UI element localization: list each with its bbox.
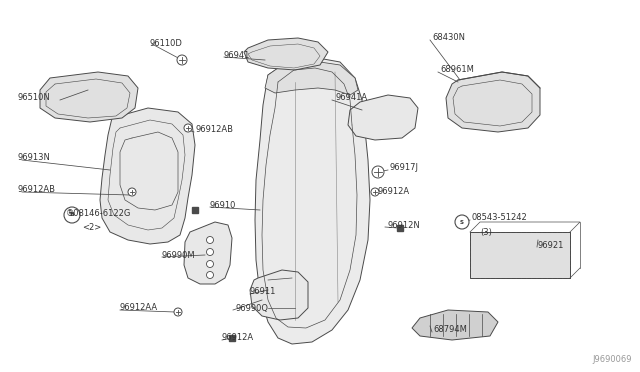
- Text: 96911: 96911: [250, 286, 276, 295]
- Text: 96912N: 96912N: [387, 221, 420, 230]
- Text: 08543-51242: 08543-51242: [472, 214, 528, 222]
- Polygon shape: [412, 310, 498, 340]
- Text: 68794M: 68794M: [433, 326, 467, 334]
- Circle shape: [371, 188, 379, 196]
- Circle shape: [207, 260, 214, 267]
- Polygon shape: [244, 38, 328, 70]
- Text: 96912AB: 96912AB: [18, 186, 56, 195]
- Polygon shape: [255, 58, 370, 344]
- Text: B: B: [70, 212, 74, 218]
- Text: <2>: <2>: [82, 222, 101, 231]
- Text: 96913N: 96913N: [18, 154, 51, 163]
- Circle shape: [372, 166, 384, 178]
- Circle shape: [64, 207, 80, 223]
- Polygon shape: [100, 108, 195, 244]
- Polygon shape: [348, 95, 418, 140]
- Polygon shape: [470, 232, 570, 278]
- Polygon shape: [250, 270, 308, 320]
- Circle shape: [174, 308, 182, 316]
- Circle shape: [207, 248, 214, 256]
- Text: 96917J: 96917J: [390, 164, 419, 173]
- Text: 68430N: 68430N: [432, 33, 465, 42]
- Polygon shape: [40, 72, 138, 122]
- Circle shape: [455, 215, 469, 229]
- Polygon shape: [446, 72, 540, 132]
- Polygon shape: [265, 62, 358, 95]
- Text: 68961M: 68961M: [440, 65, 474, 74]
- Text: 96912A: 96912A: [377, 187, 409, 196]
- Text: S: S: [460, 219, 464, 224]
- Text: 96510N: 96510N: [18, 93, 51, 103]
- Text: 96912AA: 96912AA: [120, 304, 158, 312]
- Text: J9690069: J9690069: [593, 355, 632, 364]
- Text: 96912A: 96912A: [222, 334, 254, 343]
- Text: 96941A: 96941A: [336, 93, 368, 103]
- Circle shape: [184, 124, 192, 132]
- Circle shape: [177, 55, 187, 65]
- Text: 96990M: 96990M: [162, 250, 196, 260]
- Text: 96912AB: 96912AB: [196, 125, 234, 135]
- Text: ®08146-6122G: ®08146-6122G: [66, 208, 131, 218]
- Text: 96941: 96941: [224, 51, 250, 60]
- Polygon shape: [184, 222, 232, 284]
- Text: 96921: 96921: [538, 241, 564, 250]
- Circle shape: [207, 272, 214, 279]
- Text: 96990Q: 96990Q: [235, 304, 268, 312]
- Circle shape: [128, 188, 136, 196]
- Text: 96910: 96910: [210, 201, 236, 209]
- Text: (3): (3): [480, 228, 492, 237]
- Text: 96110D: 96110D: [150, 38, 183, 48]
- Circle shape: [207, 237, 214, 244]
